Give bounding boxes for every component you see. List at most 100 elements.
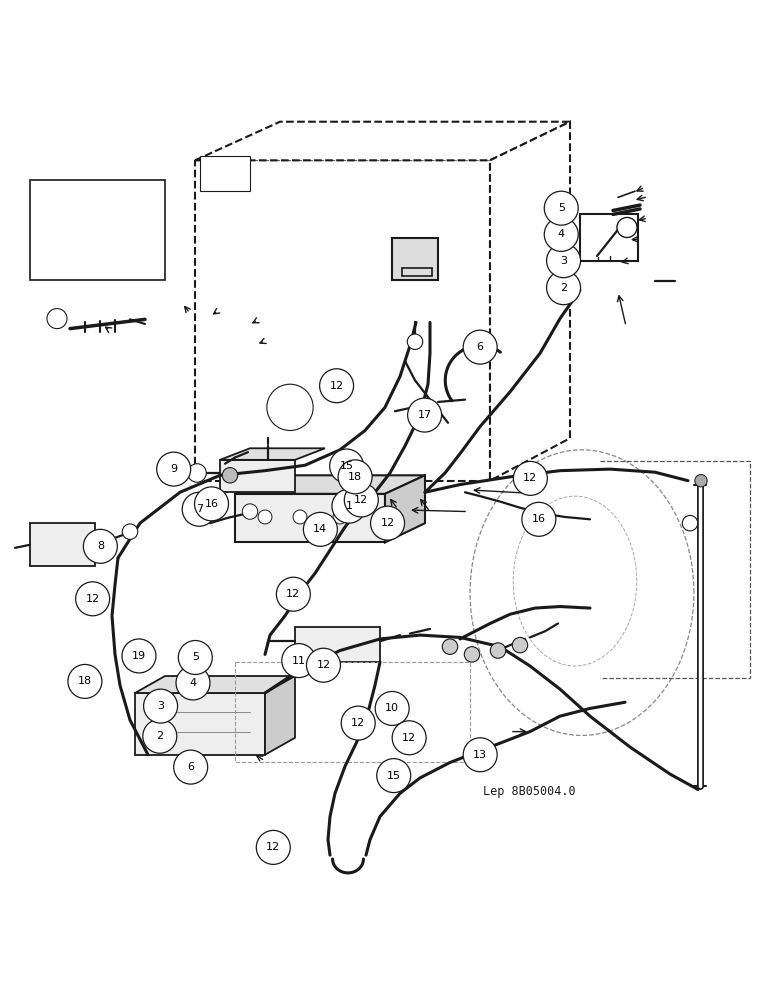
Text: 3: 3 [157, 701, 164, 711]
Text: 5: 5 [557, 203, 565, 213]
Circle shape [695, 475, 707, 487]
Circle shape [122, 524, 137, 539]
Text: 12: 12 [354, 495, 368, 505]
Circle shape [320, 369, 354, 403]
Text: 16: 16 [205, 499, 218, 509]
Circle shape [256, 830, 290, 864]
Text: Lep 8B05004.0: Lep 8B05004.0 [483, 785, 576, 798]
Circle shape [341, 706, 375, 740]
Circle shape [188, 464, 206, 482]
Circle shape [490, 643, 506, 658]
Text: 12: 12 [266, 842, 280, 852]
Text: 4: 4 [557, 229, 565, 239]
Circle shape [282, 644, 316, 678]
Circle shape [303, 512, 337, 546]
Circle shape [157, 452, 191, 486]
Polygon shape [265, 676, 295, 755]
Text: 5: 5 [191, 652, 199, 662]
Bar [200, 156, 250, 191]
Circle shape [178, 641, 212, 674]
Text: 12: 12 [330, 381, 344, 391]
Circle shape [371, 506, 405, 540]
Circle shape [267, 384, 313, 431]
Polygon shape [235, 475, 425, 494]
Circle shape [182, 492, 216, 526]
Polygon shape [385, 475, 425, 542]
Circle shape [513, 637, 528, 653]
Polygon shape [220, 460, 295, 492]
Circle shape [333, 510, 347, 524]
Circle shape [122, 639, 156, 673]
Circle shape [68, 664, 102, 698]
Circle shape [464, 647, 479, 662]
Polygon shape [135, 693, 265, 755]
Polygon shape [30, 523, 95, 566]
Text: 12: 12 [351, 718, 365, 728]
Circle shape [144, 689, 178, 723]
Circle shape [174, 750, 208, 784]
Circle shape [143, 719, 177, 753]
Text: 15: 15 [387, 771, 401, 781]
Text: 14: 14 [313, 524, 327, 534]
Text: 1: 1 [345, 501, 353, 511]
Circle shape [76, 582, 110, 616]
Circle shape [682, 515, 698, 531]
Polygon shape [220, 448, 325, 460]
Circle shape [375, 691, 409, 725]
Text: 2: 2 [156, 731, 164, 741]
Text: 11: 11 [292, 656, 306, 666]
Polygon shape [295, 627, 380, 662]
Text: 4: 4 [189, 678, 197, 688]
Polygon shape [235, 494, 385, 542]
Text: 2: 2 [560, 283, 567, 293]
Circle shape [276, 577, 310, 611]
Circle shape [442, 639, 458, 654]
Text: 12: 12 [381, 518, 394, 528]
Circle shape [408, 334, 423, 349]
Circle shape [338, 460, 372, 494]
Circle shape [522, 502, 556, 536]
Text: 18: 18 [348, 472, 362, 482]
Circle shape [547, 244, 581, 278]
Circle shape [544, 217, 578, 251]
Circle shape [47, 309, 67, 329]
Text: 7: 7 [195, 504, 203, 514]
Text: 12: 12 [86, 594, 100, 604]
Text: 10: 10 [385, 703, 399, 713]
Circle shape [392, 721, 426, 755]
Circle shape [463, 738, 497, 772]
Circle shape [330, 449, 364, 483]
Text: 9: 9 [170, 464, 178, 474]
Text: 12: 12 [286, 589, 300, 599]
Circle shape [176, 666, 210, 700]
Circle shape [306, 648, 340, 682]
Polygon shape [135, 676, 295, 693]
Circle shape [617, 217, 637, 238]
Text: 19: 19 [132, 651, 146, 661]
Text: 15: 15 [340, 461, 354, 471]
Text: 3: 3 [560, 256, 567, 266]
Text: 12: 12 [523, 473, 537, 483]
Text: 16: 16 [532, 514, 546, 524]
Circle shape [408, 398, 442, 432]
Circle shape [83, 529, 117, 563]
Bar [392, 238, 438, 280]
Circle shape [377, 759, 411, 793]
Text: 8: 8 [96, 541, 104, 551]
Circle shape [258, 510, 272, 524]
Bar [580, 214, 638, 261]
Text: 18: 18 [78, 676, 92, 686]
Circle shape [463, 330, 497, 364]
Circle shape [242, 504, 258, 519]
Bar [30, 180, 165, 280]
Circle shape [513, 461, 547, 495]
Polygon shape [195, 122, 570, 160]
Circle shape [544, 191, 578, 225]
Text: 12: 12 [402, 733, 416, 743]
Circle shape [332, 489, 366, 523]
Circle shape [222, 468, 238, 483]
Circle shape [195, 487, 229, 521]
Circle shape [344, 483, 378, 517]
Text: 17: 17 [418, 410, 432, 420]
Text: 12: 12 [317, 660, 330, 670]
